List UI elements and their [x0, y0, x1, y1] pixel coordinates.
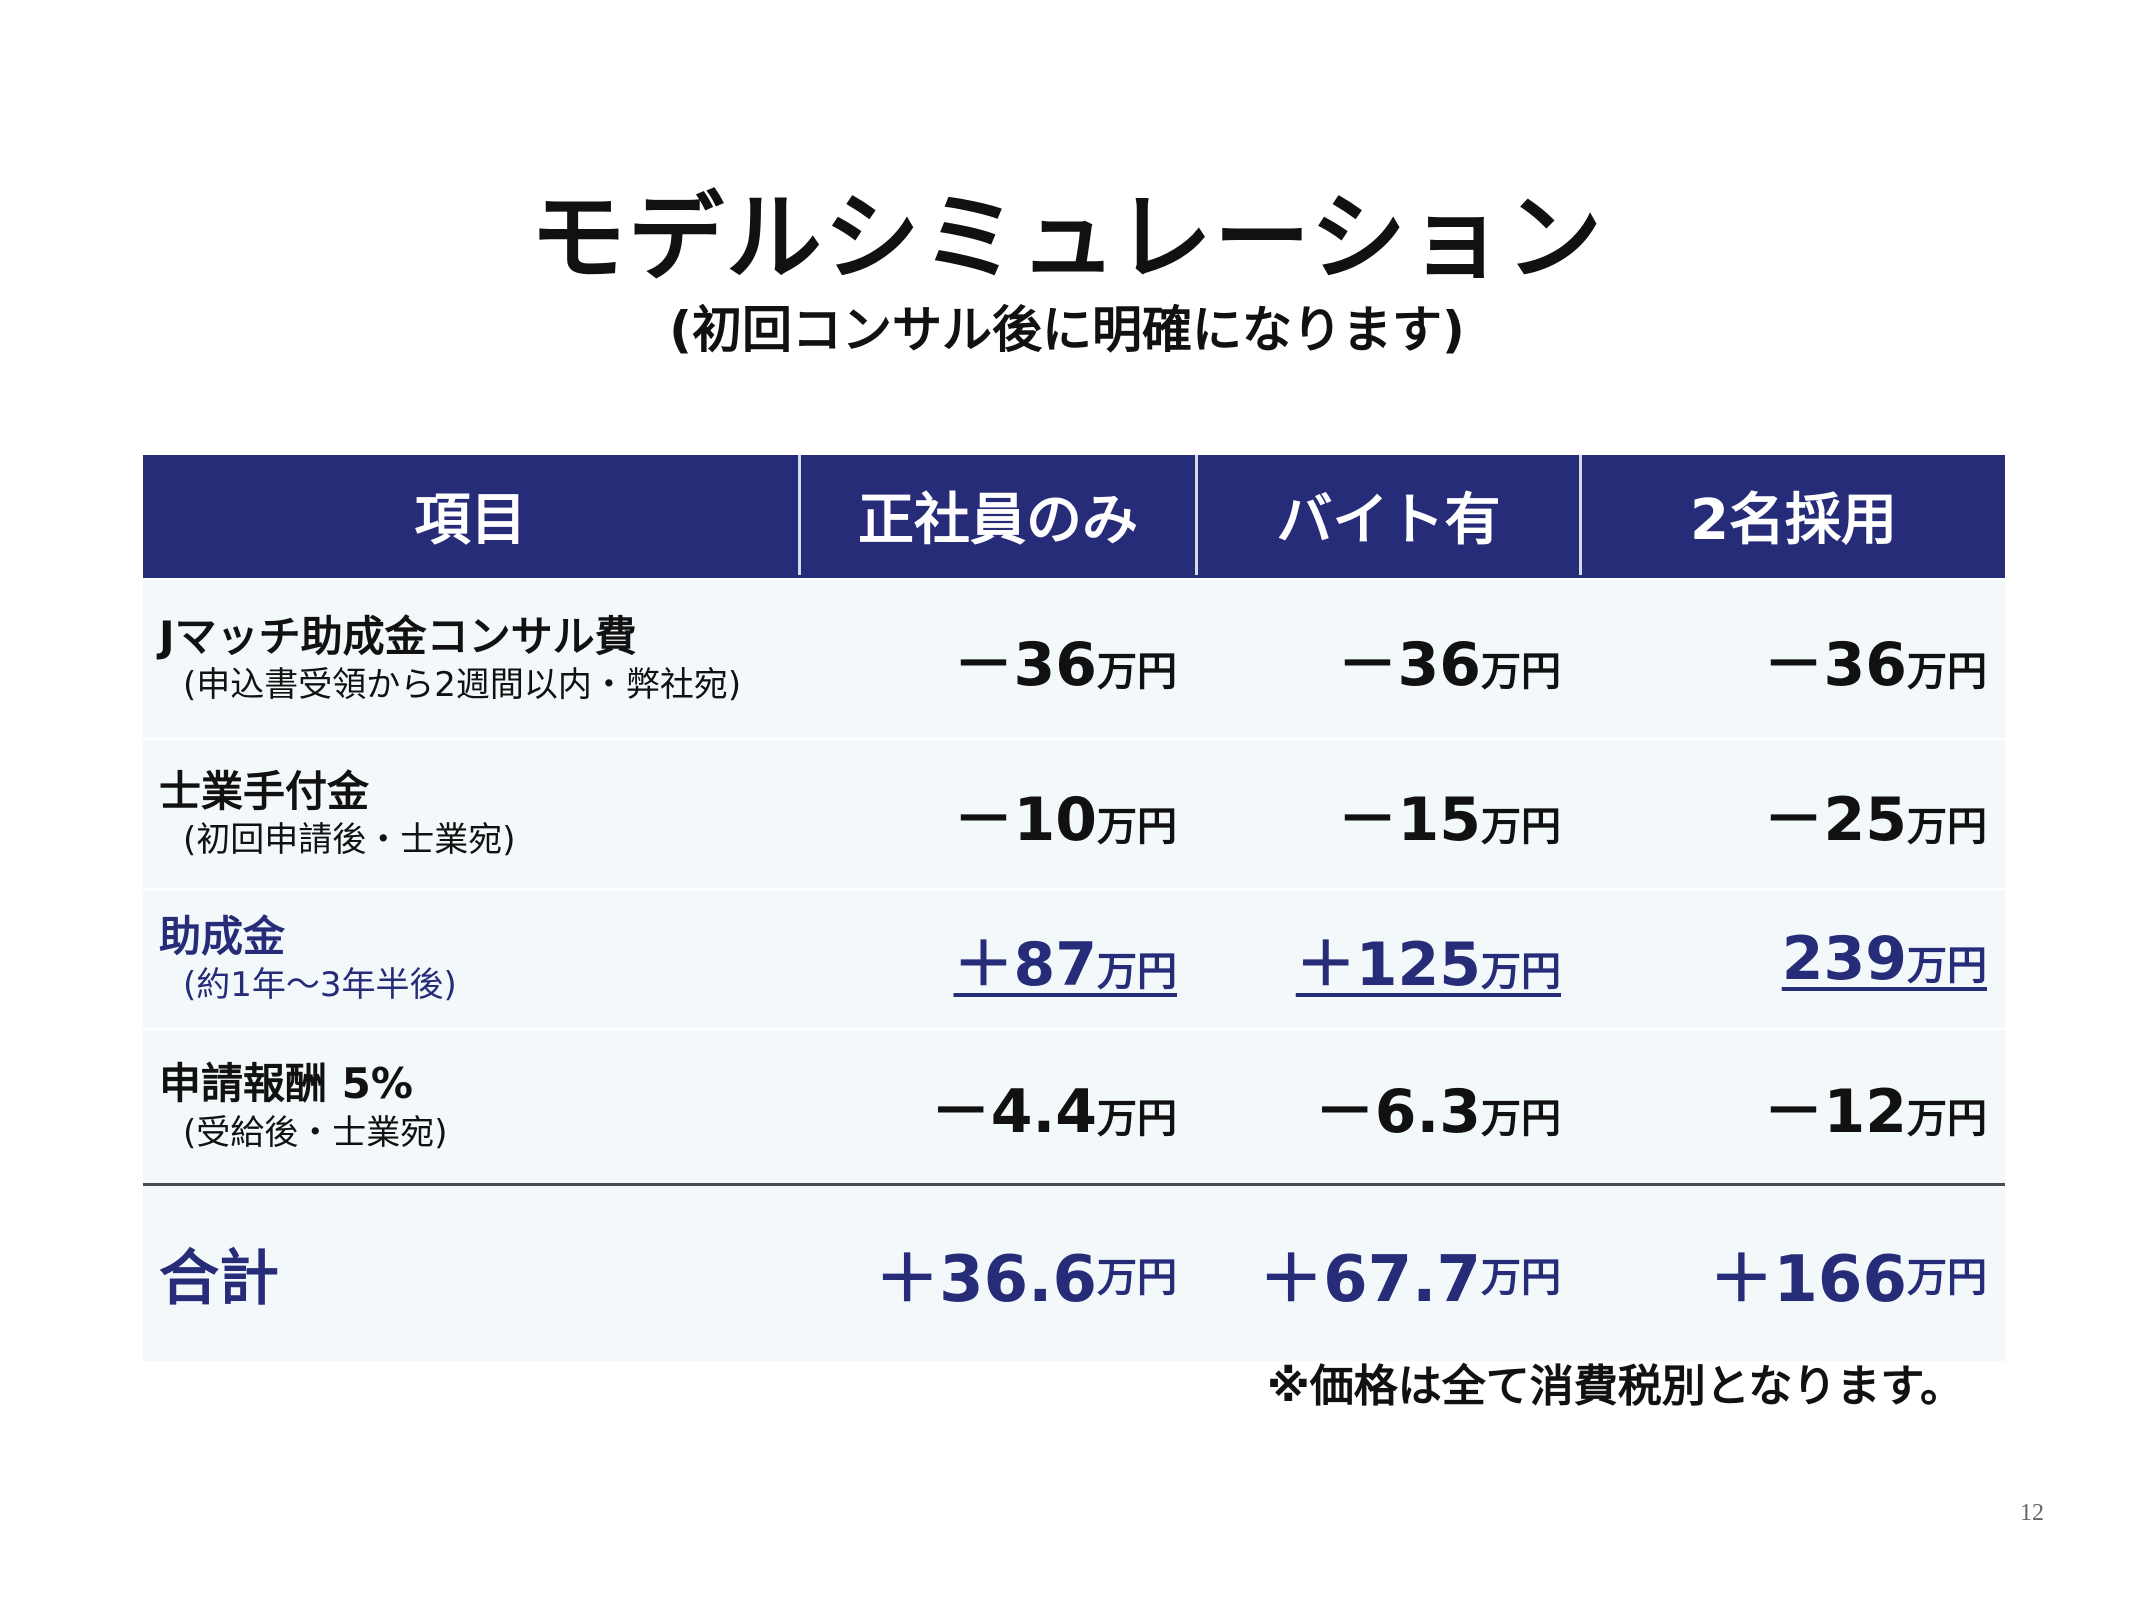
value-unit: 万円: [1481, 803, 1561, 850]
value-unit: 万円: [1481, 1096, 1561, 1142]
page-subtitle: (初回コンサル後に明確になります): [669, 301, 1465, 359]
value-cell: －12万円: [1579, 1030, 2005, 1183]
value-cell: －15万円: [1195, 740, 1579, 888]
row-label: 助成金: [159, 911, 286, 961]
total-value-cell: ＋36.6 万円: [798, 1186, 1195, 1361]
simulation-table: 項目 正社員のみ バイト有 2名採用 Jマッチ助成金コンサル費 (申込書受領から…: [143, 455, 2005, 1361]
value-unit: 万円: [1097, 1254, 1177, 1301]
page-number: 12: [2020, 1500, 2044, 1526]
value-cell: －4.4万円: [798, 1030, 1195, 1183]
table-row: 申請報酬 5% (受給後・士業宛) －4.4万円 －6.3万円 －12万円: [143, 1028, 2005, 1183]
table-total-row: 合計 ＋36.6 万円 ＋67.7 万円 ＋166 万円: [143, 1186, 2005, 1361]
value-cell: －36万円: [1195, 580, 1579, 738]
value-number: ＋36.6: [875, 1242, 1097, 1317]
value-cell: ＋87万円: [798, 890, 1195, 1028]
value-unit: 万円: [1097, 648, 1177, 695]
value-unit: 万円: [1481, 948, 1561, 995]
value-cell: －36万円: [798, 580, 1195, 738]
value-cell: 239万円: [1579, 890, 2005, 1028]
header-two-hires: 2名採用: [1579, 455, 2005, 575]
value-number: ＋125: [1295, 929, 1481, 1000]
value-cell: －10万円: [798, 740, 1195, 888]
value-unit: 万円: [1907, 1254, 1987, 1301]
value-number: －36: [953, 629, 1098, 700]
value-number: －10: [953, 784, 1098, 855]
value-cell: －36万円: [1579, 580, 2005, 738]
row-label-cell: Jマッチ助成金コンサル費 (申込書受領から2週間以内・弊社宛): [143, 580, 798, 738]
value-number: 239: [1781, 924, 1907, 994]
row-sublabel: (受給後・士業宛): [183, 1112, 448, 1153]
row-label: 士業手付金: [159, 766, 370, 816]
value-cell: －25万円: [1579, 740, 2005, 888]
row-label-cell: 助成金 (約1年～3年半後): [143, 890, 798, 1028]
value-unit: 万円: [1907, 648, 1987, 695]
value-number: －12: [1763, 1077, 1908, 1147]
total-value-cell: ＋166 万円: [1579, 1186, 2005, 1361]
value-number: －25: [1763, 784, 1908, 855]
total-divider: [143, 1183, 2005, 1186]
value-cell: ＋125万円: [1195, 890, 1579, 1028]
row-label-cell: 士業手付金 (初回申請後・士業宛): [143, 740, 798, 888]
value-number: －4.4: [930, 1077, 1097, 1147]
value-number: ＋67.7: [1259, 1242, 1481, 1317]
table-row: 士業手付金 (初回申請後・士業宛) －10万円 －15万円 －25万円: [143, 738, 2005, 888]
value-unit: 万円: [1481, 1254, 1561, 1301]
value-unit: 万円: [1097, 1096, 1177, 1142]
value-number: －15: [1337, 784, 1482, 855]
value-number: ＋87: [953, 929, 1098, 1000]
row-sublabel: (申込書受領から2週間以内・弊社宛): [183, 665, 742, 706]
row-label: Jマッチ助成金コンサル費: [159, 611, 637, 661]
row-label-cell: 申請報酬 5% (受給後・士業宛): [143, 1030, 798, 1183]
value-unit: 万円: [1481, 648, 1561, 695]
row-sublabel: (約1年～3年半後): [183, 965, 457, 1006]
header-with-parttime: バイト有: [1195, 455, 1579, 575]
table-header-row: 項目 正社員のみ バイト有 2名採用: [143, 455, 2005, 578]
total-value-cell: ＋67.7 万円: [1195, 1186, 1579, 1361]
value-unit: 万円: [1907, 1096, 1987, 1142]
value-number: －6.3: [1314, 1077, 1481, 1147]
tax-note: ※価格は全て消費税別となります。: [1266, 1361, 1964, 1412]
value-number: ＋166: [1709, 1242, 1907, 1317]
table-row-subsidy: 助成金 (約1年～3年半後) ＋87万円 ＋125万円 239万円: [143, 888, 2005, 1028]
value-unit: 万円: [1097, 803, 1177, 850]
value-unit: 万円: [1907, 803, 1987, 850]
page-title: モデルシミュレーション: [529, 182, 1605, 294]
value-unit: 万円: [1097, 948, 1177, 995]
total-label: 合計: [159, 1244, 279, 1314]
value-cell: －6.3万円: [1195, 1030, 1579, 1183]
row-sublabel: (初回申請後・士業宛): [183, 820, 516, 861]
table-row: Jマッチ助成金コンサル費 (申込書受領から2週間以内・弊社宛) －36万円 －3…: [143, 578, 2005, 738]
header-fulltime-only: 正社員のみ: [798, 455, 1195, 575]
row-label: 申請報酬 5%: [159, 1059, 413, 1109]
value-number: －36: [1763, 629, 1908, 700]
value-number: －36: [1337, 629, 1482, 700]
header-item: 項目: [414, 487, 527, 553]
value-unit: 万円: [1907, 943, 1987, 989]
